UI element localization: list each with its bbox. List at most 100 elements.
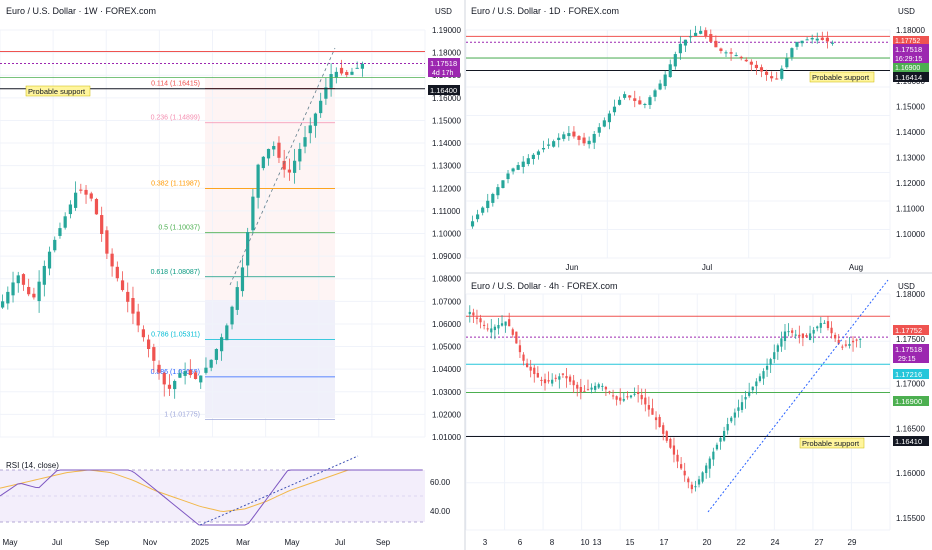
h4-candle — [490, 328, 493, 333]
h4-candle — [697, 479, 701, 485]
weekly-candle — [152, 347, 156, 361]
weekly-price-tick: 1.13000 — [432, 162, 461, 171]
h4-price-tick: 1.16500 — [896, 424, 925, 433]
daily-level-badge-text: 1.16900 — [895, 65, 920, 72]
weekly-candle — [167, 384, 172, 389]
daily-probable-support-tag — [809, 71, 875, 83]
daily-candle — [607, 113, 611, 123]
h4-candle — [740, 402, 744, 410]
h4-candle — [547, 380, 550, 382]
h4-candle — [765, 365, 769, 370]
h4-price-tick: 1.17500 — [896, 335, 925, 344]
daily-candle — [724, 52, 728, 54]
h4-candle — [497, 324, 500, 329]
h4-candle — [859, 338, 862, 340]
weekly-price-tick: 1.04000 — [432, 365, 461, 374]
h4-price-tick: 1.17000 — [896, 380, 925, 389]
h4-candle — [633, 393, 636, 395]
h4-chart-panel[interactable]: 1.18000 1.17500 1.17000 1.16500 1.16000 1.155… — [465, 279, 929, 547]
weekly-candle — [157, 364, 161, 373]
h4-candle — [801, 333, 805, 339]
weekly-candle — [131, 298, 135, 314]
weekly-price-badge-text: 1.17518 — [430, 59, 457, 68]
fib-label: 0.382 (1.11987) — [151, 181, 200, 188]
weekly-candle — [355, 67, 359, 69]
daily-candle — [658, 83, 662, 90]
h4-candle — [834, 334, 837, 339]
h4-candle — [758, 376, 762, 382]
weekly-candle — [308, 125, 312, 134]
h4-candle — [676, 454, 679, 462]
daily-candle — [775, 78, 779, 80]
h4-axis-label: USD — [898, 282, 915, 291]
weekly-candle — [339, 67, 344, 74]
fib-label: 1 (1.01775) — [164, 411, 200, 418]
h4-candle — [597, 384, 600, 388]
daily-candle — [476, 214, 480, 220]
weekly-price-tick: 1.15000 — [432, 116, 461, 125]
daily-chart-panel[interactable]: 1.180001.170001.160001.150001.140001.130… — [465, 6, 929, 272]
weekly-candle — [37, 281, 41, 302]
daily-candle — [623, 94, 627, 98]
h4-candle — [748, 391, 751, 396]
daily-candle — [790, 48, 794, 58]
weekly-candle — [126, 291, 130, 302]
h4-candle — [733, 412, 736, 418]
h4-candle — [522, 354, 525, 361]
weekly-candle — [32, 293, 36, 298]
weekly-price-tick: 1.19000 — [432, 26, 461, 35]
weekly-candle — [225, 325, 229, 341]
h4-candle — [540, 379, 543, 381]
weekly-time-label: Sep — [95, 538, 110, 547]
weekly-candle — [183, 371, 187, 376]
h4-candle — [529, 366, 532, 371]
daily-candle — [673, 54, 677, 67]
daily-candle — [648, 97, 652, 105]
weekly-candle — [240, 267, 245, 292]
weekly-chart-panel[interactable]: 0.114 (1.16415) 0.236 (1.14899) 0.382 (1.1… — [0, 6, 461, 547]
daily-candle — [491, 193, 495, 203]
weekly-time-label: May — [284, 538, 299, 547]
h4-candle — [543, 379, 547, 384]
h4-candle — [680, 464, 683, 469]
weekly-price-tick: 1.06000 — [432, 320, 461, 329]
weekly-candle — [58, 228, 62, 236]
h4-price-tick: 1.16000 — [896, 469, 925, 478]
h4-candle — [504, 321, 507, 326]
daily-candle — [830, 42, 835, 44]
weekly-axis-label: USD — [435, 7, 452, 16]
h4-candle — [826, 321, 830, 329]
h4-time-label: 13 — [593, 538, 602, 547]
daily-time-axis: Jun Jul Aug — [566, 263, 864, 272]
h4-price-tick: 1.15500 — [896, 514, 925, 523]
daily-candle — [521, 161, 525, 167]
weekly-candle — [272, 146, 276, 150]
h4-candle — [551, 379, 554, 384]
h4-time-label: 20 — [703, 538, 712, 547]
daily-candle — [470, 221, 475, 227]
h4-candle — [780, 338, 783, 347]
daily-candle — [577, 136, 581, 140]
daily-candle — [668, 64, 672, 78]
h4-green-badge-text: 1.16900 — [895, 397, 922, 406]
h4-candle — [769, 359, 772, 365]
h4-candle — [536, 372, 539, 378]
rsi-title: RSI (14, close) — [6, 461, 59, 470]
weekly-candle — [141, 329, 146, 338]
daily-candle — [759, 67, 764, 72]
weekly-price-axis: 1.190001.180001.170001.160001.150001.140… — [432, 26, 461, 442]
weekly-candle — [214, 349, 219, 360]
h4-candle — [640, 394, 643, 400]
weekly-candle — [47, 251, 52, 269]
daily-candle — [643, 103, 647, 105]
weekly-price-badge — [428, 58, 460, 68]
h4-candle — [690, 484, 693, 490]
h4-candle — [816, 326, 819, 329]
weekly-candle — [251, 196, 255, 231]
weekly-time-label: Mar — [236, 538, 250, 547]
h4-candle — [665, 431, 668, 441]
daily-countdown-text: 16:29:15 — [895, 56, 922, 63]
daily-candle — [780, 68, 784, 79]
h4-candle — [525, 363, 529, 368]
weekly-candle — [246, 232, 250, 266]
